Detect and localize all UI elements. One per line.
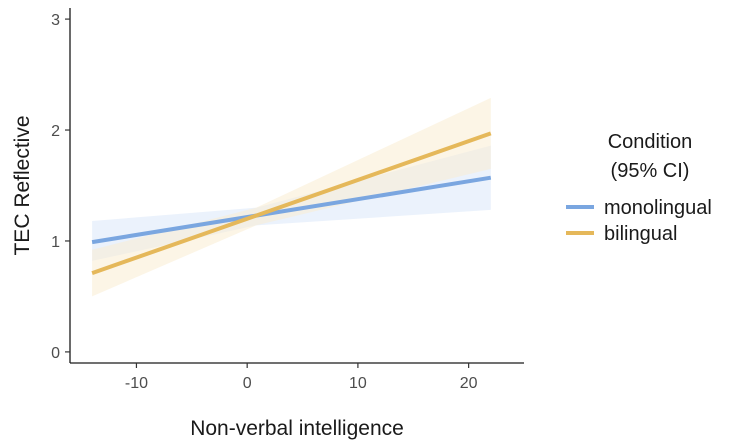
x-tick-label: 10	[349, 375, 367, 392]
y-tick-label: 2	[51, 123, 60, 140]
legend-label-monolingual: monolingual	[604, 197, 712, 219]
legend: Condition (95% CI) monolingual bilingual	[566, 131, 712, 245]
regression-lines	[91, 131, 492, 275]
axes	[65, 8, 524, 368]
line-monolingual	[91, 175, 492, 245]
y-tick-label: 1	[51, 234, 60, 251]
tick-labels: 0 1 2 3 -10 0 10 20	[51, 12, 478, 392]
confidence-bands	[92, 97, 491, 297]
legend-title: Condition	[608, 131, 693, 153]
line-bilingual	[91, 131, 492, 275]
x-axis-title: Non-verbal intelligence	[190, 417, 404, 440]
x-tick-label: 0	[243, 375, 252, 392]
legend-subtitle: (95% CI)	[611, 160, 690, 182]
x-tick-label: 20	[460, 375, 478, 392]
y-tick-label: 3	[51, 12, 60, 29]
ci-band-bilingual	[92, 97, 491, 297]
y-axis-title: TEC Reflective	[11, 115, 34, 255]
legend-label-bilingual: bilingual	[604, 223, 677, 245]
x-tick-label: -10	[125, 375, 148, 392]
y-tick-label: 0	[51, 345, 60, 362]
